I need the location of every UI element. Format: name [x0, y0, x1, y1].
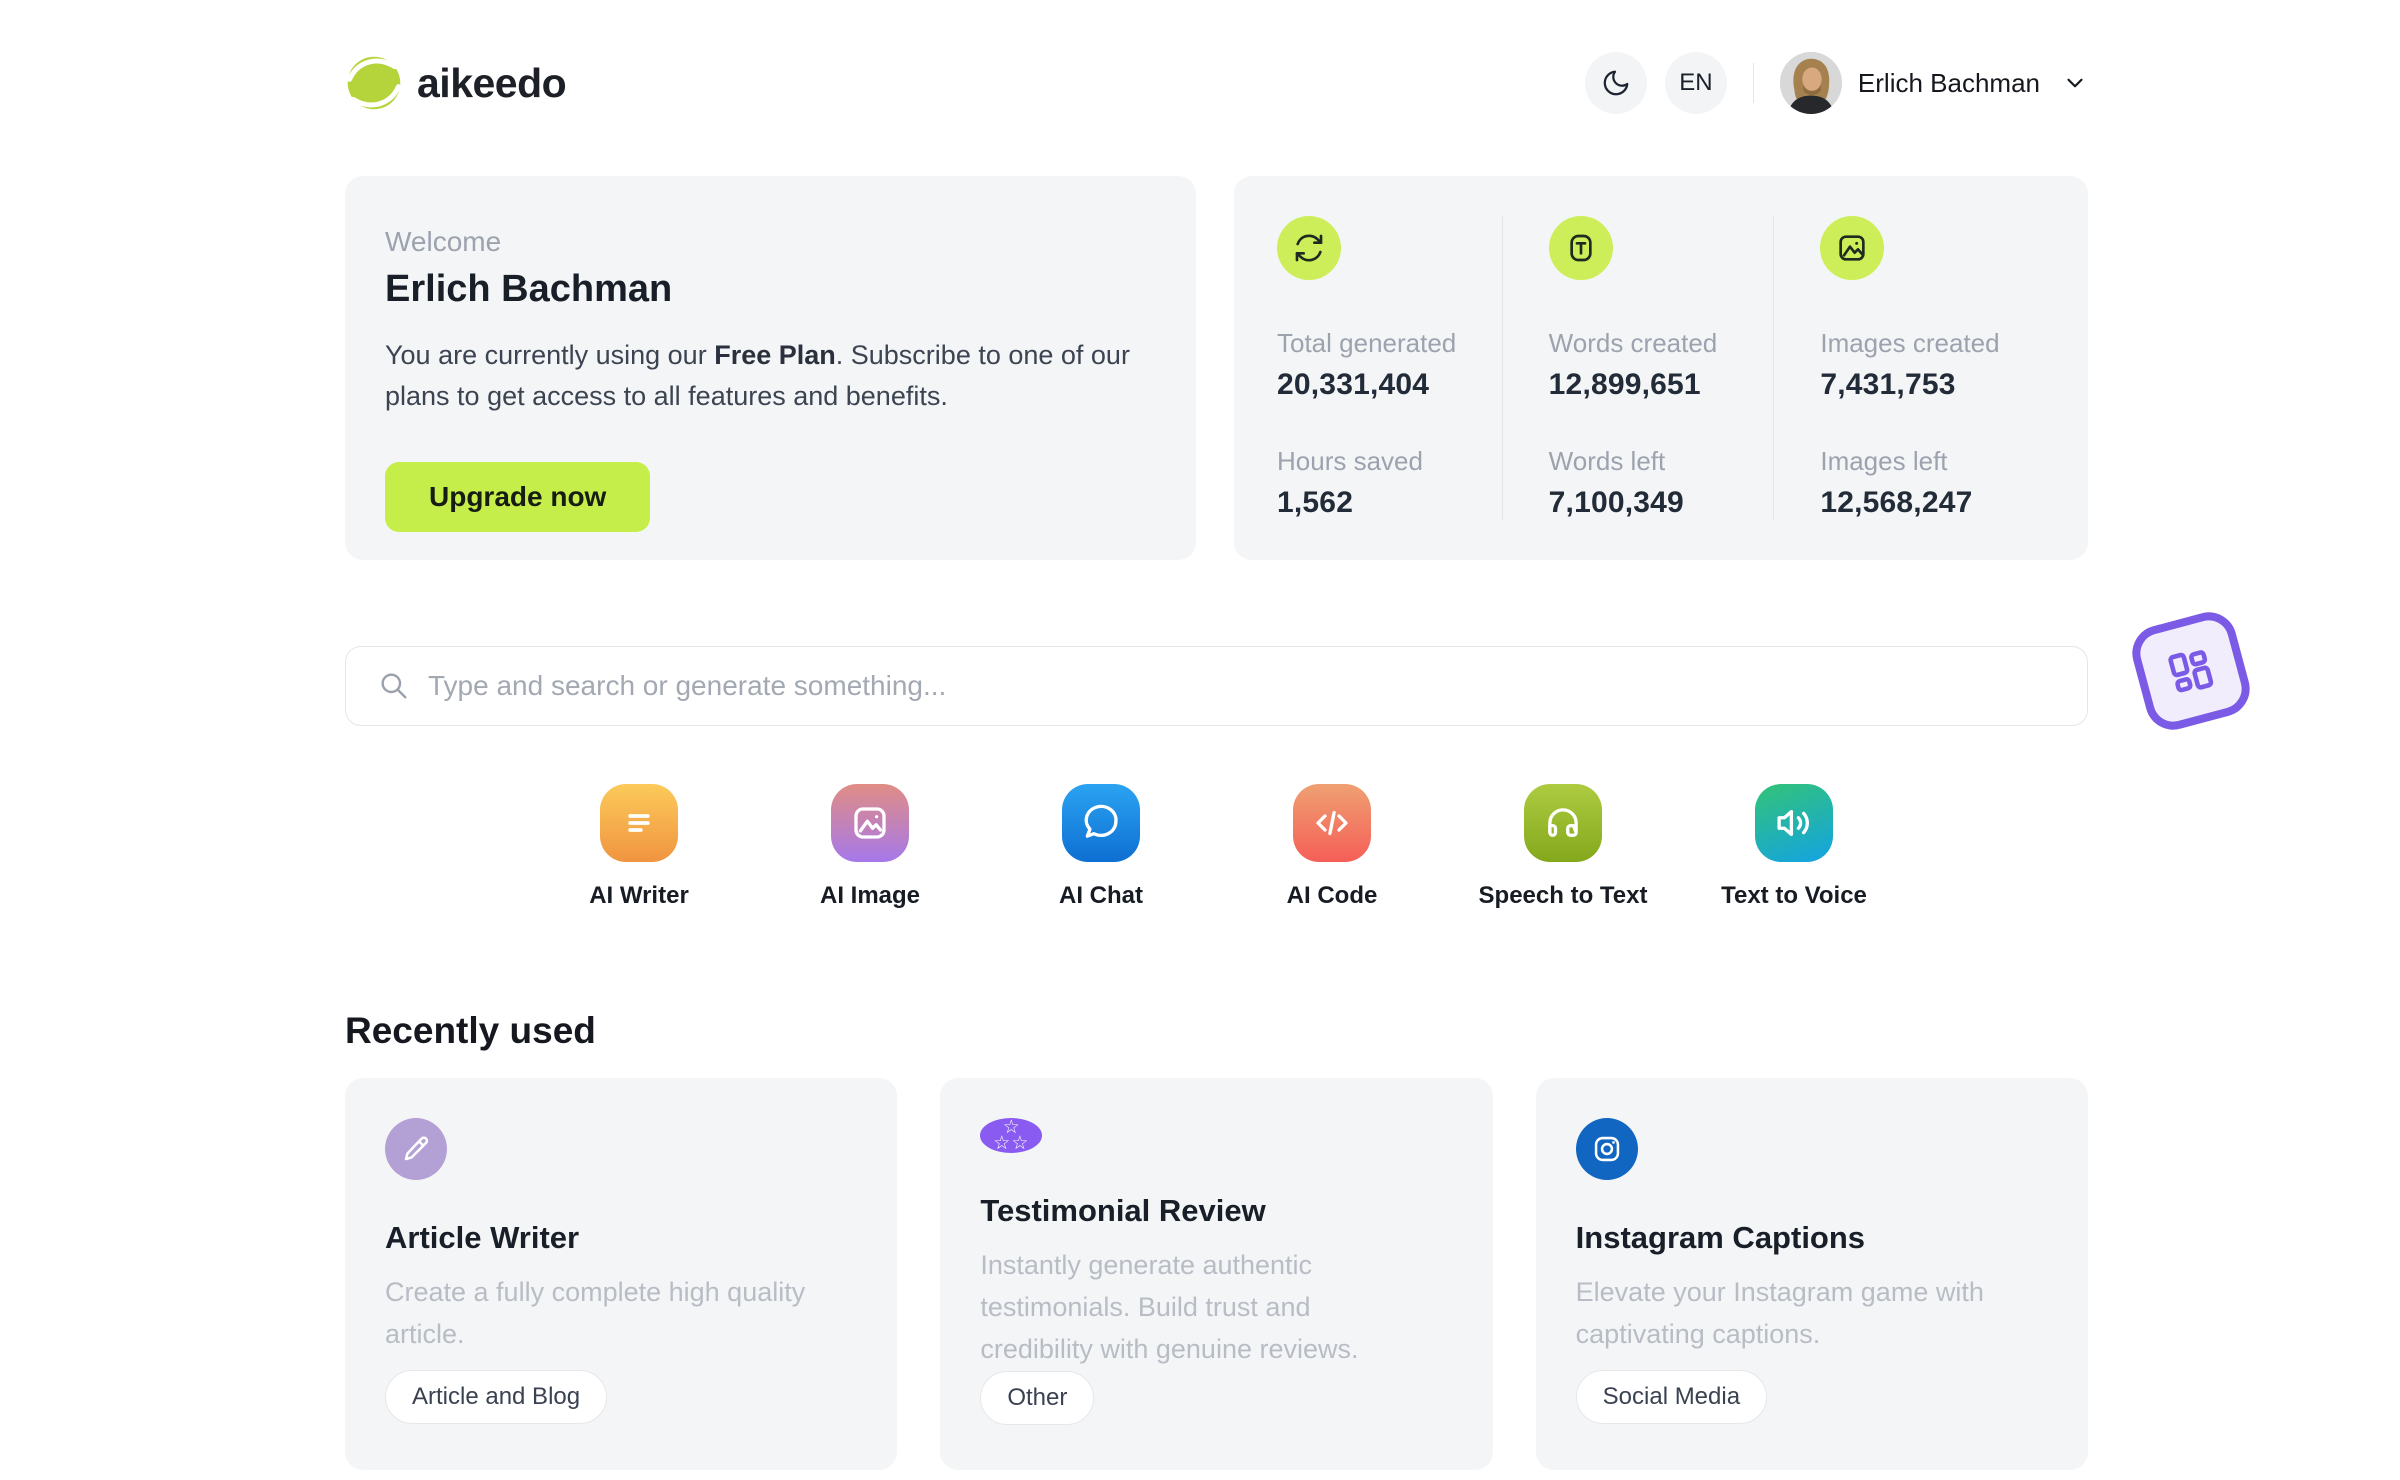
card-testimonial-review[interactable]: ☆ ☆☆ Testimonial Review Instantly generat…	[940, 1078, 1493, 1470]
card-instagram-captions[interactable]: Instagram Captions Elevate your Instagra…	[1535, 1078, 2088, 1470]
moon-icon	[1603, 70, 1629, 96]
theme-toggle-button[interactable]	[1584, 52, 1647, 114]
stat-images-created: Images created 7,431,753	[1820, 328, 2000, 401]
floating-dashboard-button[interactable]	[2126, 606, 2256, 736]
tool-ai-image[interactable]: AI Image	[755, 784, 986, 910]
stat-total-generated: Total generated 20,331,404	[1277, 328, 1457, 401]
card-tag: Other	[980, 1370, 1095, 1425]
user-menu[interactable]: Erlich Bachman	[1779, 52, 2088, 114]
stat-images-left: Images left 12,568,247	[1820, 446, 1973, 519]
images-icon	[1820, 216, 1885, 280]
tool-speech-to-text[interactable]: Speech to Text	[1448, 784, 1679, 910]
code-icon	[1293, 784, 1371, 862]
welcome-card: Welcome Erlich Bachman You are currently…	[345, 176, 1196, 560]
stat-column-images: Images created 7,431,753 Images left 12,…	[1773, 216, 2045, 520]
stat-column-generated: Total generated 20,331,404 Hours saved 1…	[1277, 216, 1502, 520]
headphones-icon	[1524, 784, 1602, 862]
brand-name: aikeedo	[417, 59, 567, 106]
writer-lines-icon	[600, 784, 678, 862]
tool-text-to-voice[interactable]: Text to Voice	[1679, 784, 1910, 910]
header: aikeedo EN	[345, 0, 2088, 116]
language-button[interactable]: EN	[1664, 52, 1727, 114]
plan-name: Free Plan	[714, 340, 836, 370]
welcome-user-name: Erlich Bachman	[385, 268, 673, 310]
stat-column-words: Words created 12,899,651 Words left 7,10…	[1501, 216, 1774, 520]
plan-message: You are currently using our Free Plan. S…	[385, 340, 1130, 411]
card-tag: Social Media	[1575, 1370, 1768, 1424]
chat-bubble-icon	[1062, 784, 1140, 862]
card-article-writer[interactable]: Article Writer Create a fully complete h…	[345, 1078, 898, 1470]
header-actions: EN Erlich Bachman	[1584, 52, 2088, 114]
header-divider	[1752, 63, 1754, 103]
user-name: Erlich Bachman	[1857, 67, 2040, 98]
chevron-down-icon	[2067, 78, 2083, 88]
upgrade-button[interactable]: Upgrade now	[385, 462, 651, 532]
language-label: EN	[1679, 69, 1713, 96]
instagram-icon	[1575, 1118, 1638, 1180]
pencil-icon	[385, 1118, 447, 1180]
brand-logo[interactable]: aikeedo	[345, 54, 567, 112]
tool-ai-code[interactable]: AI Code	[1217, 784, 1448, 910]
stat-words-created: Words created 12,899,651	[1548, 328, 1718, 401]
search-input[interactable]	[428, 670, 2055, 702]
brand-logo-icon	[347, 56, 401, 110]
card-tag: Article and Blog	[385, 1370, 608, 1424]
tool-shortcuts: AI Writer AI Image AI Chat	[345, 784, 2088, 910]
recently-used-cards: Article Writer Create a fully complete h…	[345, 1078, 2088, 1470]
speaker-icon	[1755, 784, 1833, 862]
stat-hours-saved: Hours saved 1,562	[1277, 446, 1423, 519]
refresh-icon	[1277, 216, 1341, 280]
search-icon	[381, 673, 407, 699]
words-icon	[1548, 216, 1613, 280]
stat-words-left: Words left 7,100,349	[1548, 446, 1684, 519]
tool-ai-chat[interactable]: AI Chat	[986, 784, 1217, 910]
usage-stats-card: Total generated 20,331,404 Hours saved 1…	[1234, 176, 2088, 560]
avatar	[1779, 52, 1842, 114]
dashboard-grid-icon	[2168, 650, 2214, 693]
welcome-eyebrow: Welcome	[385, 226, 502, 257]
tool-ai-writer[interactable]: AI Writer	[524, 784, 755, 910]
recently-used-heading: Recently used	[345, 1010, 596, 1051]
image-icon	[831, 784, 909, 862]
stars-icon: ☆ ☆☆	[980, 1118, 1043, 1153]
search-bar	[345, 646, 2088, 726]
